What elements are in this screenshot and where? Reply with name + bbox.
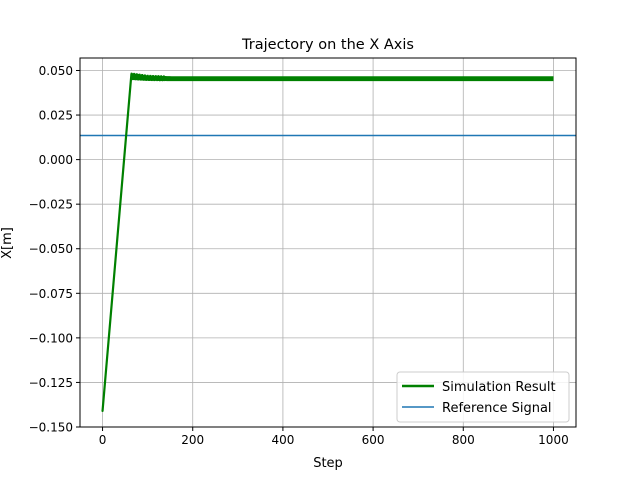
axes-frame (79, 57, 577, 428)
series-layer (80, 72, 576, 413)
y-axis-label: X[m] (0, 227, 15, 259)
y-tick-label: −0.050 (29, 242, 73, 256)
y-tick-label: 0.000 (39, 153, 73, 167)
x-tick-label: 600 (362, 433, 385, 447)
chart-title: Trajectory on the X Axis (241, 37, 414, 53)
x-tick-label: 400 (271, 433, 294, 447)
y-tick-label: 0.025 (39, 109, 73, 123)
grid-lines (80, 58, 576, 428)
legend-frame (396, 371, 570, 423)
plot-area-frame (79, 57, 577, 428)
y-tick-label: −0.100 (29, 331, 73, 345)
y-tick-label: −0.150 (29, 421, 73, 435)
legend-label-simulation-result: Simulation Result (442, 380, 556, 395)
legend: Simulation Result Reference Signal (396, 371, 570, 423)
y-tick-label: −0.075 (29, 287, 73, 301)
simulation-result-rise (101, 72, 133, 413)
y-tick-label: −0.125 (29, 376, 73, 390)
x-tick-label: 800 (452, 433, 475, 447)
x-tick-label: 0 (99, 433, 107, 447)
y-tick-label: 0.050 (39, 64, 73, 78)
legend-label-reference-signal: Reference Signal (442, 401, 552, 416)
simulation-result-oscillation-band (130, 72, 554, 82)
x-tick-label: 200 (181, 433, 204, 447)
x-axis-label: Step (313, 456, 343, 471)
x-tick-label: 1000 (538, 433, 569, 447)
y-tick-label: −0.025 (29, 198, 73, 212)
tick-marks: 0 200 400 600 800 1000 −0.150 −0.125 −0.100 −0.07… (29, 64, 569, 447)
simulation-result-oscillation-detail (130, 72, 166, 82)
